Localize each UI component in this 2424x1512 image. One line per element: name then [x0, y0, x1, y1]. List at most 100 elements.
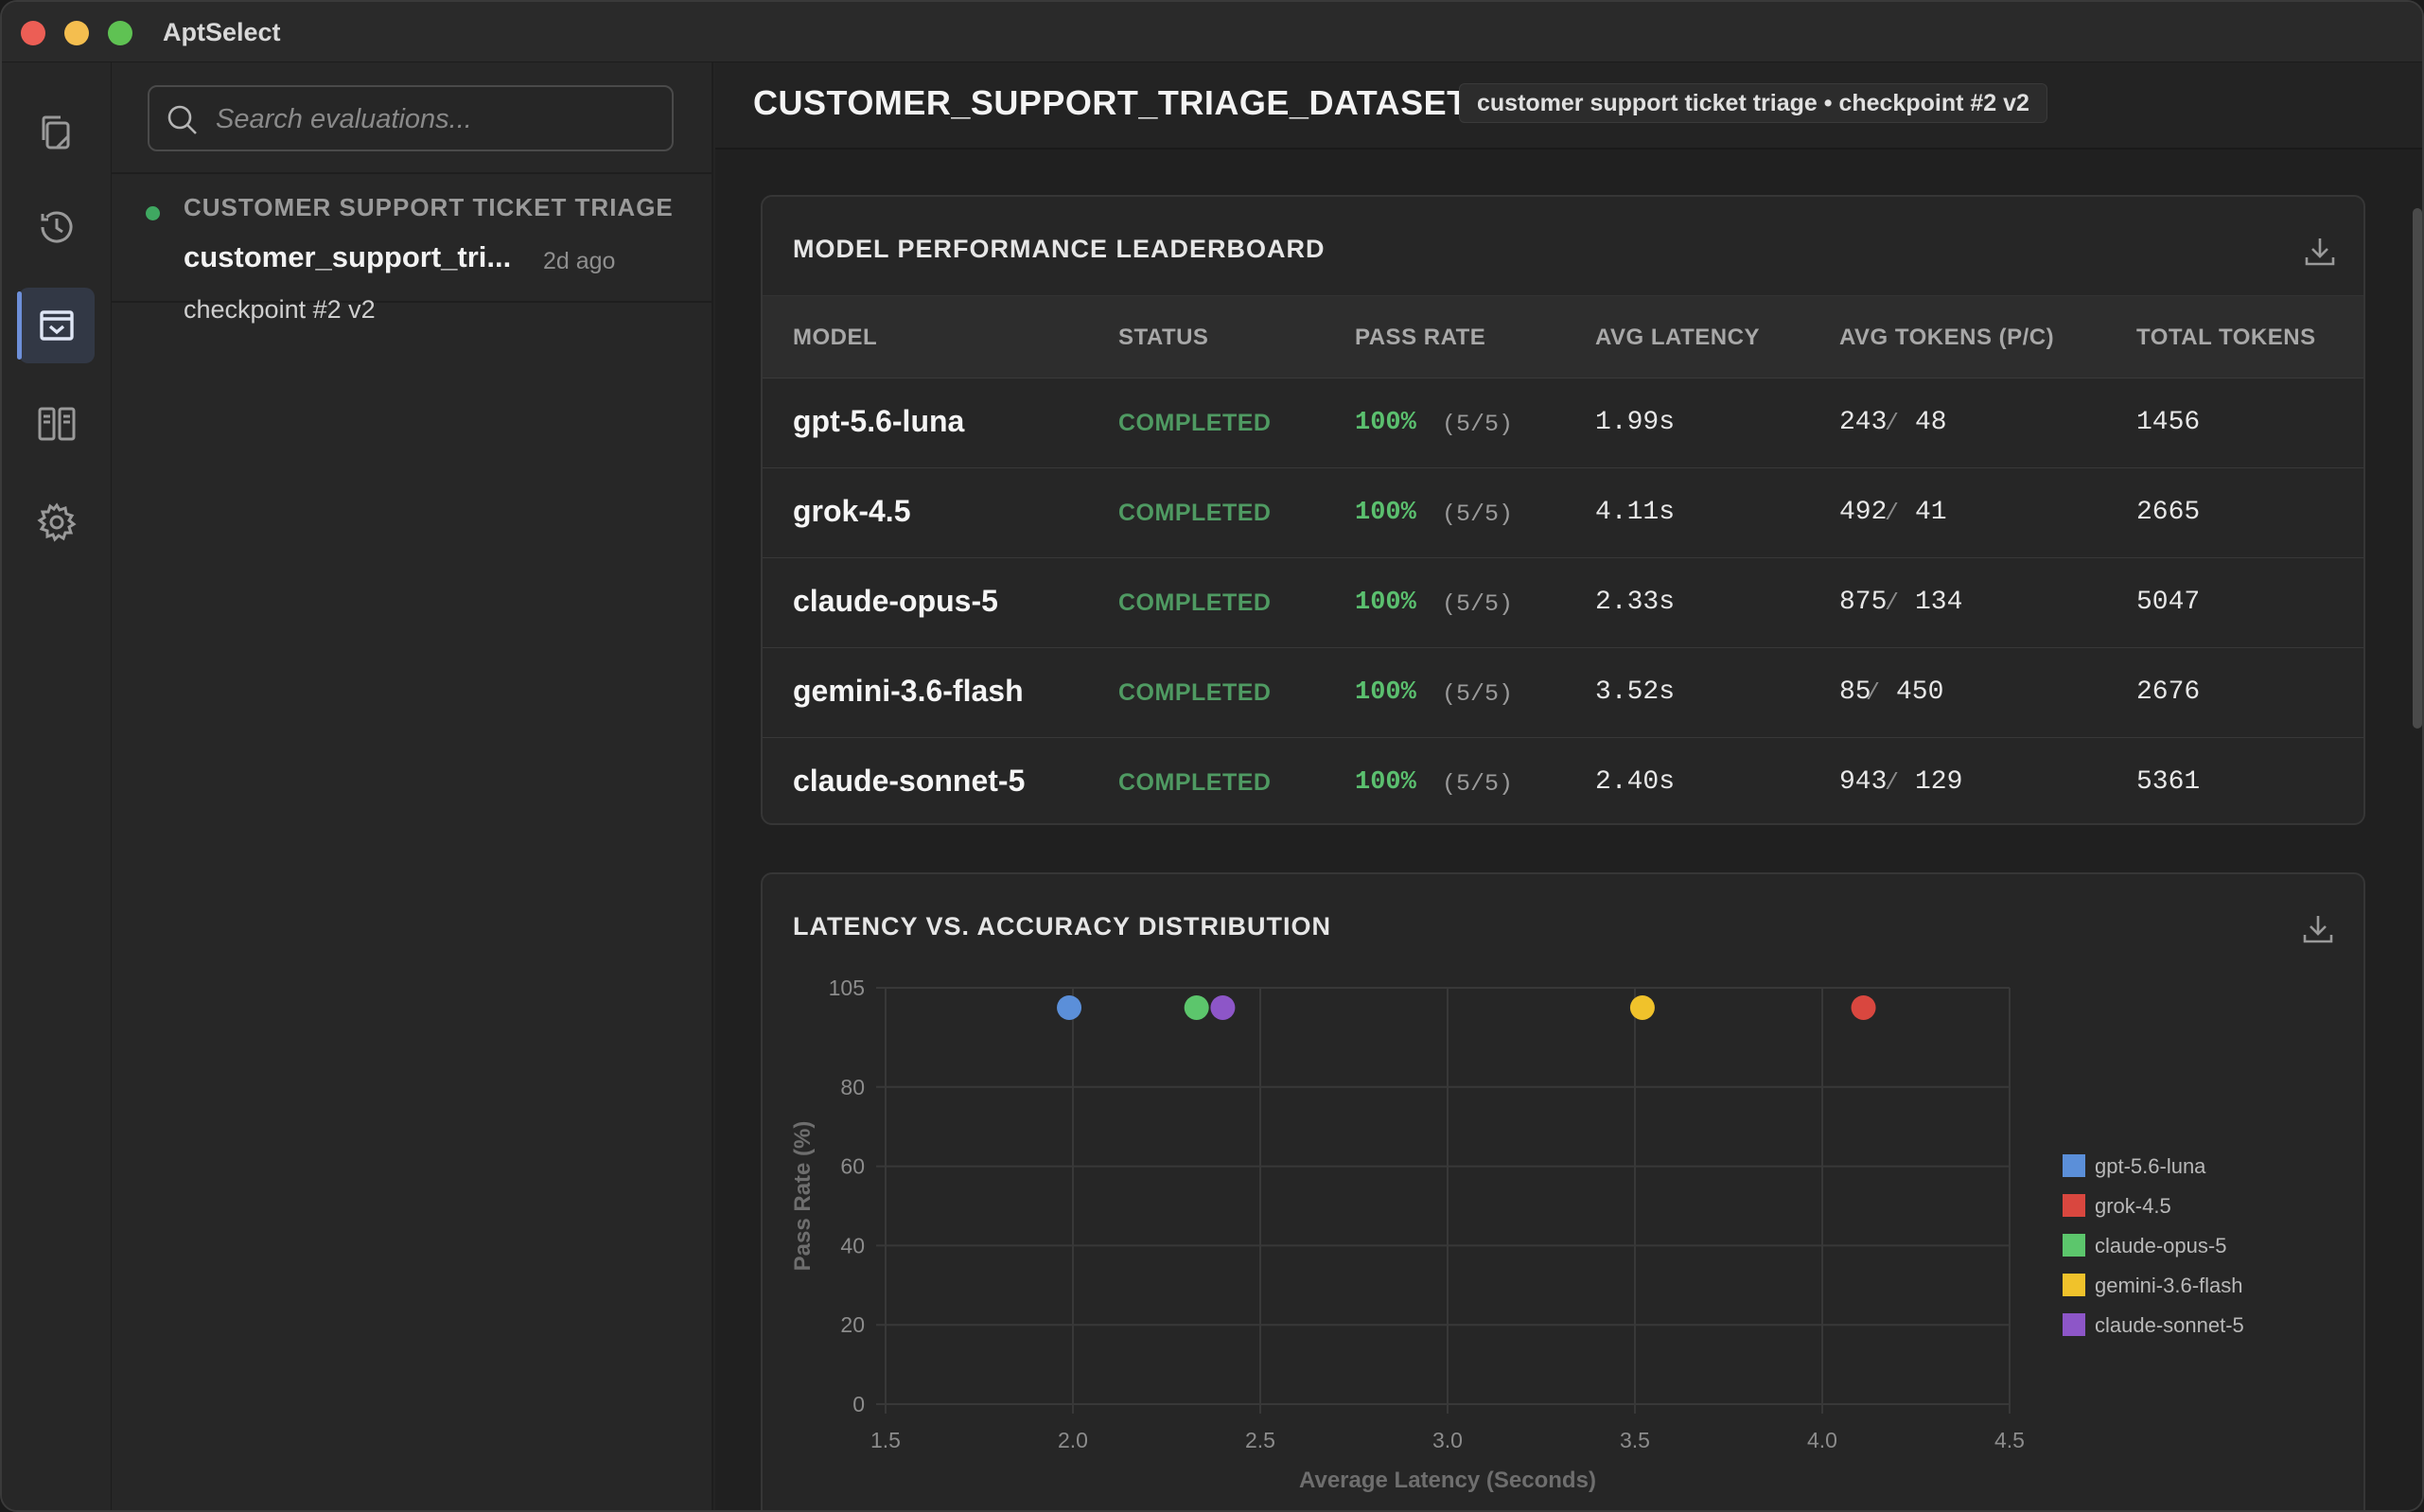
completion-tokens: 48 — [1915, 408, 1947, 437]
rail-evaluations-button[interactable] — [17, 288, 95, 363]
token-separator: / — [1885, 769, 1900, 797]
avg-latency: 3.52s — [1595, 677, 1676, 707]
column-header-avg-latency[interactable]: AVG LATENCY — [1595, 325, 1760, 350]
model-name: claude-opus-5 — [793, 584, 998, 618]
token-separator: / — [1885, 589, 1900, 617]
status-dot — [146, 206, 160, 220]
table-row[interactable]: claude-opus-5 COMPLETED 100% (5/5) 2.33s 875/… — [763, 558, 2363, 648]
scatter-chart: 1.5 2.0 2.5 3.0 3.5 4.0 4.5 0 20 40 60 80 105 Average… — [790, 976, 2244, 1493]
inbox-icon — [40, 310, 74, 341]
column-header-avg-tokens[interactable]: AVG TOKENS (P/C) — [1839, 325, 2055, 350]
download-icon[interactable] — [2299, 910, 2337, 948]
prompt-tokens: 492 — [1839, 498, 1888, 527]
legend-label: claude-sonnet-5 — [2095, 1313, 2244, 1337]
evaluation-item-checkpoint[interactable]: checkpoint #2 v2 — [184, 295, 376, 324]
x-tick-label: 3.5 — [1620, 1428, 1650, 1452]
title-bar: AptSelect — [2, 2, 2422, 62]
legend-swatch — [2063, 1154, 2085, 1177]
status-badge: COMPLETED — [1118, 769, 1272, 796]
x-axis-title: Average Latency (Seconds) — [1299, 1468, 1596, 1493]
pass-count: (5/5) — [1442, 501, 1514, 528]
prompt-tokens: 943 — [1839, 767, 1888, 797]
model-name: gemini-3.6-flash — [793, 674, 1024, 708]
main-content: CUSTOMER_SUPPORT_TRIAGE_DATASET customer… — [715, 62, 2422, 1510]
pass-rate: 100% — [1355, 499, 1416, 527]
pass-rate: 100% — [1355, 678, 1416, 707]
leaderboard-card: MODEL PERFORMANCE LEADERBOARD MODEL STAT… — [761, 195, 2365, 825]
data-point-claude-opus-5 — [1184, 994, 1209, 1020]
completion-tokens: 450 — [1896, 677, 1944, 707]
status-badge: COMPLETED — [1118, 679, 1272, 706]
search-icon — [167, 105, 197, 134]
history-icon — [41, 211, 73, 243]
y-tick-label: 20 — [840, 1312, 865, 1337]
download-icon[interactable] — [2301, 233, 2339, 271]
legend-label: gpt-5.6-luna — [2095, 1154, 2206, 1178]
column-header-status[interactable]: STATUS — [1118, 325, 1209, 350]
maximize-window-button[interactable] — [108, 21, 132, 45]
avg-latency: 4.11s — [1595, 498, 1676, 527]
legend-swatch — [2063, 1234, 2085, 1257]
token-separator: / — [1885, 410, 1900, 437]
data-point-grok-4.5 — [1851, 994, 1876, 1020]
evaluation-item-name[interactable]: customer_support_tri... — [184, 240, 512, 273]
pass-rate: 100% — [1355, 768, 1416, 797]
x-tick-label: 2.5 — [1245, 1428, 1275, 1452]
prompt-tokens: 875 — [1839, 588, 1888, 617]
column-header-total-tokens[interactable]: TOTAL TOKENS — [2136, 325, 2316, 350]
model-name: gpt-5.6-luna — [793, 404, 965, 438]
evaluations-sidebar: CUSTOMER SUPPORT TICKET TRIAGE customer_… — [112, 62, 713, 1510]
total-tokens: 1456 — [2136, 408, 2201, 437]
minimize-window-button[interactable] — [64, 21, 89, 45]
column-header-model[interactable]: MODEL — [793, 325, 878, 350]
total-tokens: 5047 — [2136, 588, 2201, 617]
latency-accuracy-chart-card: LATENCY VS. ACCURACY DISTRIBUTION 1.5 2.0… — [761, 872, 2365, 1510]
main-header: CUSTOMER_SUPPORT_TRIAGE_DATASET customer… — [715, 62, 2422, 149]
dataset-badge: customer support ticket triage • checkpo… — [1459, 83, 2047, 123]
prompt-tokens: 85 — [1839, 677, 1871, 707]
close-window-button[interactable] — [21, 21, 45, 45]
rail-settings-button[interactable] — [19, 484, 95, 560]
y-axis-title: Pass Rate (%) — [790, 1121, 816, 1272]
documents-icon — [42, 115, 70, 149]
legend-swatch — [2063, 1274, 2085, 1296]
y-tick-label: 105 — [829, 976, 865, 1000]
page-title: CUSTOMER_SUPPORT_TRIAGE_DATASET — [753, 83, 1468, 122]
table-row[interactable]: gemini-3.6-flash COMPLETED 100% (5/5) 3.52s 8… — [763, 648, 2363, 738]
icon-rail — [2, 62, 112, 1510]
rail-history-button[interactable] — [19, 189, 95, 265]
avg-latency: 1.99s — [1595, 408, 1676, 437]
search-box[interactable] — [148, 85, 674, 151]
scrollbar-thumb[interactable] — [2413, 208, 2422, 729]
x-tick-label: 3.0 — [1432, 1428, 1463, 1452]
completion-tokens: 129 — [1915, 767, 1963, 797]
pass-count: (5/5) — [1442, 411, 1514, 438]
rail-compare-button[interactable] — [19, 386, 95, 462]
table-row[interactable]: claude-sonnet-5 COMPLETED 100% (5/5) 2.40s 94… — [763, 738, 2363, 823]
table-row[interactable]: gpt-5.6-luna COMPLETED 100% (5/5) 1.99s 243/ 4… — [763, 378, 2363, 468]
main-scrollbar[interactable] — [2411, 149, 2422, 1510]
chart-title: LATENCY VS. ACCURACY DISTRIBUTION — [793, 912, 1332, 941]
group-title: CUSTOMER SUPPORT TICKET TRIAGE — [184, 193, 674, 221]
pass-count: (5/5) — [1442, 590, 1514, 618]
compare-icon — [38, 407, 76, 441]
completion-tokens: 134 — [1915, 588, 1963, 617]
y-tick-label: 80 — [840, 1075, 865, 1099]
rail-documents-button[interactable] — [19, 95, 95, 170]
model-name: grok-4.5 — [793, 494, 911, 528]
search-input[interactable] — [216, 97, 660, 142]
table-row[interactable]: grok-4.5 COMPLETED 100% (5/5) 4.11s 492/ 41 266… — [763, 468, 2363, 558]
app-title: AptSelect — [163, 18, 281, 46]
data-point-gpt-5.6-luna — [1057, 994, 1082, 1020]
y-tick-label: 0 — [852, 1392, 865, 1416]
pass-count: (5/5) — [1442, 680, 1514, 708]
total-tokens: 2676 — [2136, 677, 2201, 707]
status-badge: COMPLETED — [1118, 589, 1272, 616]
column-header-pass-rate[interactable]: PASS RATE — [1355, 325, 1486, 350]
x-tick-label: 1.5 — [870, 1428, 901, 1452]
legend-label: grok-4.5 — [2095, 1194, 2171, 1218]
total-tokens: 2665 — [2136, 498, 2201, 527]
legend-swatch — [2063, 1313, 2085, 1336]
status-badge: COMPLETED — [1118, 410, 1272, 436]
